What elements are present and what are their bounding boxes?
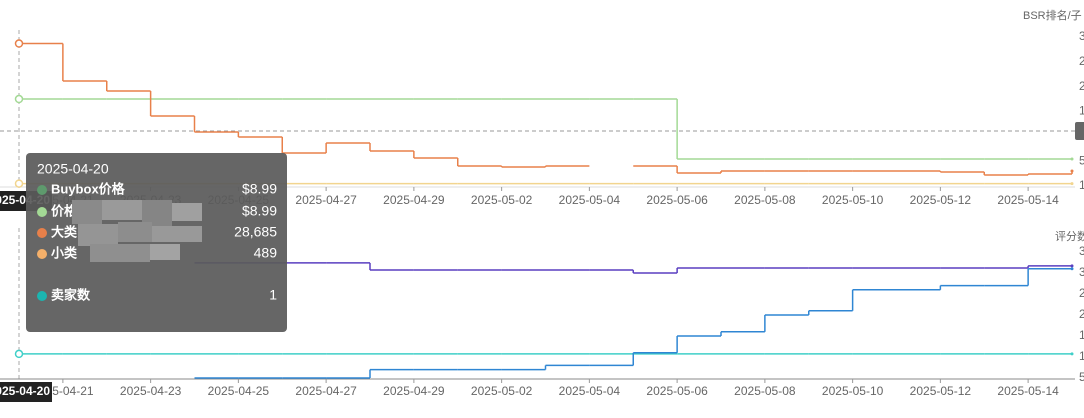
series-line [19, 42, 1074, 176]
x-tick-label: 2025-04-27 [295, 384, 357, 398]
end-point [1070, 169, 1074, 173]
end-point [1070, 182, 1074, 186]
legend-dot [37, 249, 47, 259]
legend-dot [37, 207, 47, 217]
x-tick-label: 2025-04-23 [120, 384, 182, 398]
end-point [1070, 352, 1074, 356]
end-point [1070, 264, 1074, 268]
legend-dot [37, 185, 47, 195]
tooltip-label: 卖家数 [51, 287, 91, 302]
blur-mosaic [172, 203, 202, 221]
blur-mosaic [72, 200, 102, 224]
x-tick-label: 2025-05-02 [471, 193, 533, 207]
y2-tick-label: 3 [1079, 244, 1084, 258]
tooltip-label: Buybox价格 [51, 181, 126, 196]
legend-dot [37, 228, 47, 238]
tooltip-label: 大类 [51, 224, 78, 239]
tooltip-value: $8.99 [242, 181, 277, 197]
blur-mosaic [90, 244, 150, 262]
tooltip-value: $8.99 [242, 203, 277, 219]
pointer-label: 2025-04-20 [0, 384, 50, 398]
x-tick-label: 2025-05-14 [997, 384, 1059, 398]
y2-tick-label: 2 [1079, 54, 1084, 68]
blur-mosaic [142, 200, 172, 226]
y2-tick-label: 1 [1079, 178, 1084, 192]
x-tick-label: 2025-05-02 [471, 384, 533, 398]
series-line [19, 352, 1074, 356]
x-tick-label: 2025-05-04 [559, 384, 621, 398]
series-line [194, 267, 1074, 379]
y2-tick-label: 2 [1079, 307, 1084, 321]
y2-tick-label: 5 [1079, 370, 1084, 384]
tooltip-box [26, 153, 287, 332]
pointer-dot [14, 39, 24, 48]
y2-tick-label: 1 [1079, 349, 1084, 363]
tooltip-value: 1 [269, 287, 277, 303]
y2-tick-label: 2 [1079, 79, 1084, 93]
blur-mosaic [118, 222, 152, 242]
blur-mosaic [152, 226, 202, 242]
x-tick-label: 2025-04-27 [295, 193, 357, 207]
tooltip-value: 489 [254, 245, 278, 261]
legend-dot [37, 291, 47, 301]
y2-tick-label: 1 [1079, 104, 1084, 118]
blur-mosaic [150, 244, 180, 260]
x-tick-label: 2025-05-04 [559, 193, 621, 207]
y2-tick-label: 1 [1079, 328, 1084, 342]
x-tick-label: 2025-05-08 [734, 193, 796, 207]
tooltip-value: 28,685 [234, 224, 277, 240]
blur-mosaic [78, 224, 118, 246]
x-tick-label: 2025-05-10 [822, 193, 884, 207]
y2-tick-label: 3 [1079, 265, 1084, 279]
tooltip-label: 小类 [51, 245, 78, 260]
x-tick-label: 2025-05-14 [997, 193, 1059, 207]
end-point [1070, 157, 1074, 161]
end-point [1070, 267, 1074, 271]
series-line [194, 262, 1074, 274]
y2-tick-label: 5 [1079, 153, 1084, 167]
y2-tick-label: 2 [1079, 286, 1084, 300]
x-tick-label: 2025-05-08 [734, 384, 796, 398]
pointer-dot [14, 179, 24, 188]
x-tick-label: 2025-05-12 [910, 193, 972, 207]
x-tick-label: 2025-04-29 [383, 384, 445, 398]
series-line [19, 98, 1074, 161]
x-tick-label: 2025-05-06 [646, 193, 708, 207]
tooltip-title: 2025-04-20 [37, 161, 109, 177]
y2-axis-title: 评分数 [1055, 230, 1084, 243]
pointer-badge [0, 382, 52, 402]
pointer-dot [14, 349, 24, 359]
pointer-badge [1075, 122, 1084, 140]
tooltip-label: 价格 [51, 203, 78, 218]
blur-mosaic [102, 200, 142, 220]
y2-axis-title: BSR排名/子 [1023, 8, 1082, 22]
x-tick-label: 2025-05-12 [910, 384, 972, 398]
x-tick-label: 2025-05-06 [646, 384, 708, 398]
x-tick-label: 2025-05-10 [822, 384, 884, 398]
pointer-dot [14, 94, 24, 104]
x-tick-label: 2025-04-29 [383, 193, 445, 207]
x-tick-label: 2025-04-25 [208, 384, 270, 398]
y2-tick-label: 3 [1079, 29, 1084, 43]
y2-tick-label: 1 [1079, 129, 1084, 143]
tooltip: 2025-04-20 Buybox价格 $8.99 价格 $8.99 大类 28,685 小类… [26, 153, 287, 332]
